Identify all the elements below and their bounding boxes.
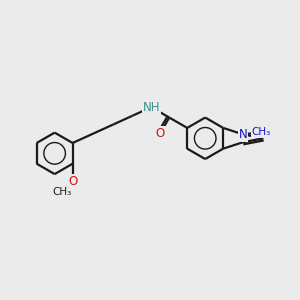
Text: NH: NH [142, 101, 160, 114]
Text: CH₃: CH₃ [52, 187, 72, 197]
Text: O: O [68, 175, 77, 188]
Text: CH₃: CH₃ [252, 128, 271, 137]
Text: O: O [155, 127, 165, 140]
Text: N: N [238, 128, 247, 141]
